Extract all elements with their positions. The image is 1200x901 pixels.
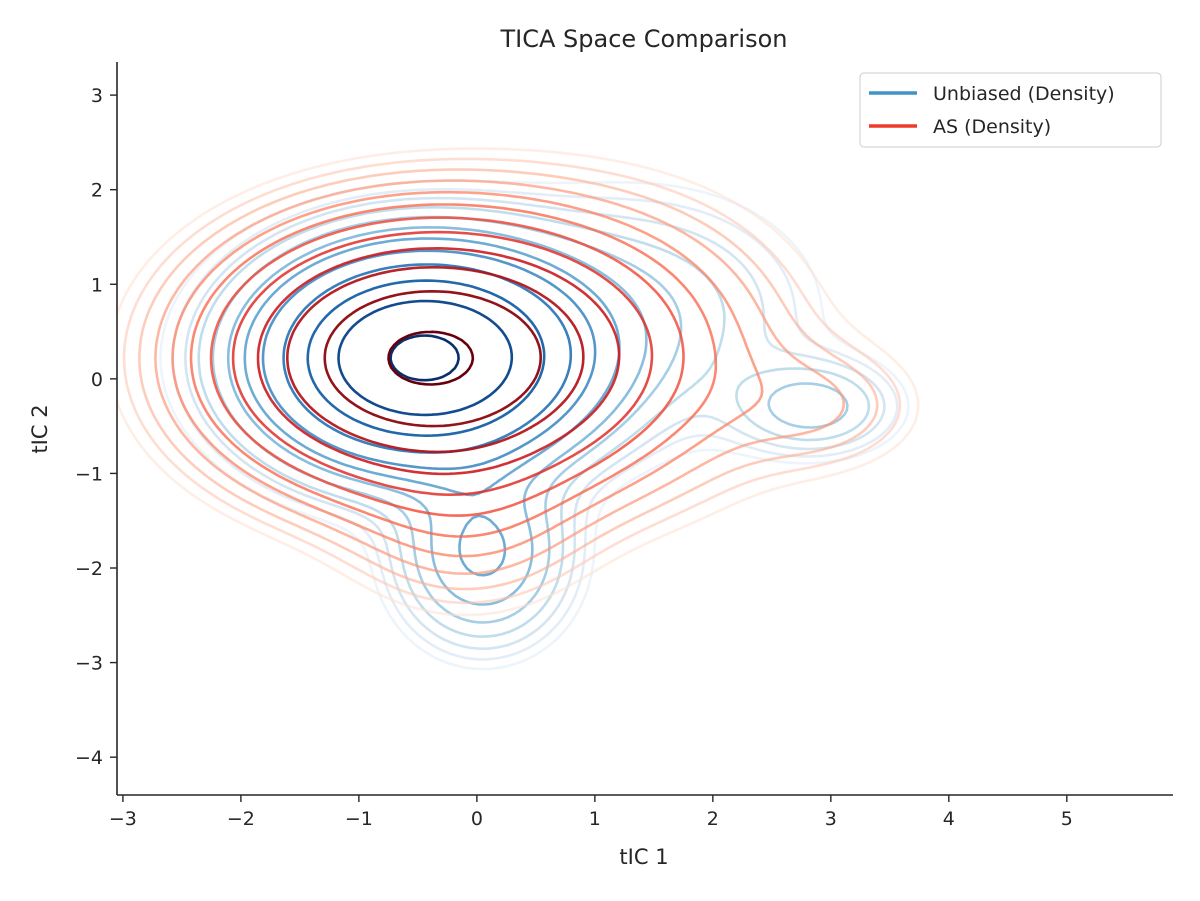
y-axis-title: tIC 2 <box>28 404 52 453</box>
x-tick-label: 3 <box>825 808 837 830</box>
contour-level <box>117 147 920 617</box>
contour-level <box>154 179 845 575</box>
contour-level <box>231 230 654 496</box>
x-tick-label: 0 <box>471 808 483 830</box>
x-axis-title: tIC 1 <box>619 845 668 869</box>
contour-level <box>226 226 648 606</box>
y-tick-label: −1 <box>75 463 103 485</box>
y-tick-label: −4 <box>75 747 103 769</box>
contour-level <box>323 290 542 428</box>
contour-level <box>337 299 514 417</box>
contour-level <box>261 249 597 471</box>
legend-label-unbiased: Unbiased (Density) <box>933 83 1115 105</box>
series-as-contours <box>117 147 920 617</box>
y-tick-label: −2 <box>75 558 103 580</box>
contour-level <box>197 206 871 638</box>
y-tick-label: 2 <box>91 180 103 202</box>
x-tick-label: −3 <box>109 808 137 830</box>
y-tick-label: −3 <box>75 653 103 675</box>
contour-level <box>189 203 718 538</box>
x-tick-label: 4 <box>943 808 955 830</box>
contour-level <box>184 196 886 650</box>
y-tick-label: 0 <box>91 369 103 391</box>
contour-level <box>306 279 546 437</box>
x-tick-label: 2 <box>707 808 719 830</box>
x-tick-label: 1 <box>589 808 601 830</box>
contour-level <box>138 168 879 591</box>
x-tick-label: 5 <box>1061 808 1073 830</box>
contour-level <box>389 334 460 382</box>
legend-label-as: AS (Density) <box>933 116 1051 138</box>
contour-level <box>256 247 621 476</box>
y-tick-label: 1 <box>91 274 103 296</box>
contour-level <box>171 190 764 558</box>
axes: −3 −2 −1 0 1 2 3 4 5 −4 −3 −2 −1 0 1 2 3 <box>75 62 1173 830</box>
chart-title: TICA Space Comparison <box>499 25 787 53</box>
contour-layer <box>117 147 920 671</box>
contour-level <box>282 263 573 454</box>
x-tick-label: −1 <box>345 808 373 830</box>
contour-level <box>286 266 585 454</box>
x-tick-label: −2 <box>227 808 255 830</box>
contour-level <box>209 216 685 517</box>
contour-level <box>122 157 902 605</box>
y-tick-label: 3 <box>91 85 103 107</box>
contour-level <box>387 330 475 386</box>
legend-box <box>859 72 1162 148</box>
legend: Unbiased (Density) AS (Density) <box>859 72 1162 148</box>
